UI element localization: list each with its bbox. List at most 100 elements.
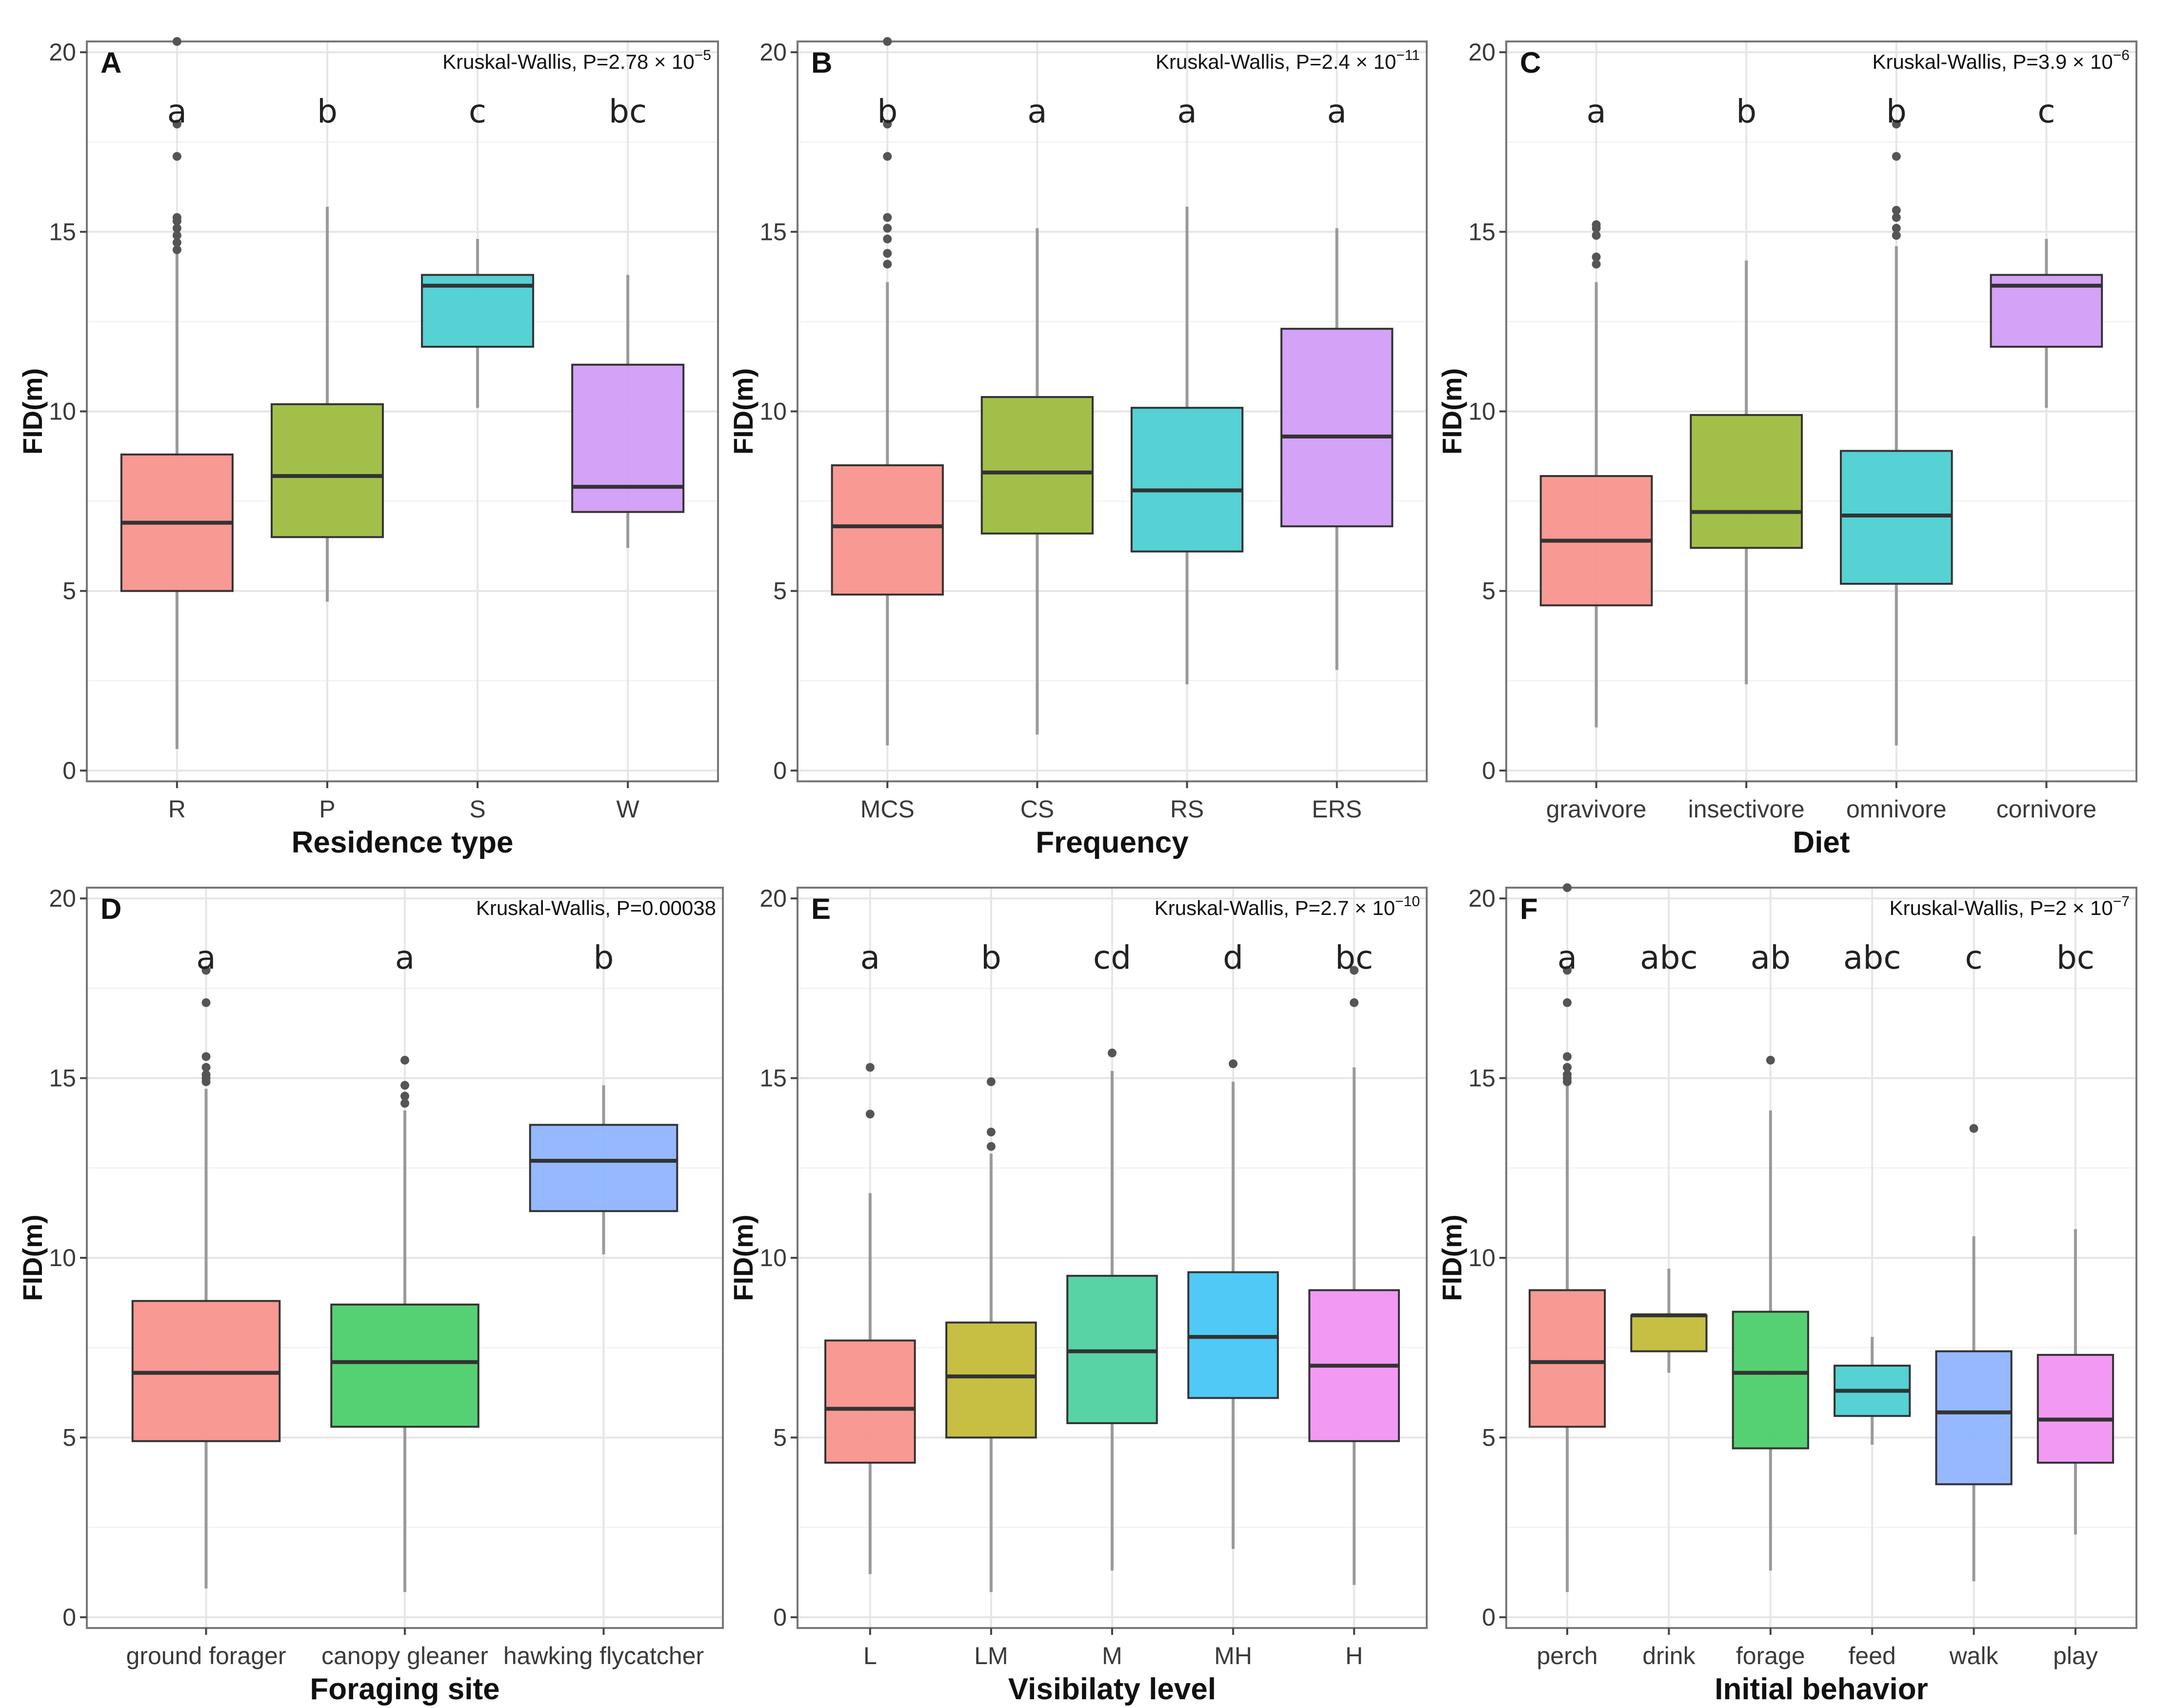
kruskal-wallis-label: Kruskal-Wallis, P=2.7 × 10−10 (1155, 894, 1420, 919)
y-tick-label: 0 (62, 1604, 76, 1631)
y-tick-label: 10 (759, 398, 787, 425)
iqr-box (270, 403, 384, 538)
outlier-point (1892, 119, 1901, 129)
y-tick-label: 5 (773, 577, 787, 605)
significance-letter: b (317, 93, 338, 130)
iqr-box (1935, 1350, 2013, 1486)
outlier-point (172, 223, 181, 233)
box-L (824, 1063, 916, 1574)
significance-letter: a (1586, 93, 1606, 130)
outlier-point (883, 235, 892, 244)
x-tick-label: M (1102, 1642, 1122, 1669)
box-gravivore (1539, 220, 1653, 728)
y-tick-label: 10 (49, 1244, 76, 1271)
box-MCS (831, 37, 944, 746)
y-tick-label: 0 (1482, 1604, 1496, 1631)
x-tick-label: hawking flycatcher (503, 1642, 704, 1669)
x-tick-label: CS (1020, 795, 1054, 823)
box-walk (1935, 1124, 2013, 1582)
box-M (1066, 1048, 1158, 1571)
box-RS (1130, 206, 1244, 685)
x-tick-label: P (319, 795, 335, 823)
iqr-box (945, 1321, 1037, 1439)
iqr-box (1630, 1314, 1708, 1352)
outlier-point (883, 223, 892, 233)
panel-A: 0 5 10 15 20 FID(m) A Kruskal-Wallis, P=2.78 × … (17, 37, 719, 859)
x-tick-label: walk (1949, 1642, 1999, 1669)
box-W (571, 275, 685, 548)
x-tick-label: LM (974, 1642, 1008, 1669)
outlier-point (1892, 152, 1901, 161)
outlier-point (172, 245, 181, 255)
y-tick-label: 20 (49, 39, 76, 66)
y-tick-label: 15 (49, 218, 76, 245)
y-tick-label: 10 (759, 1244, 787, 1271)
outlier-point (172, 231, 181, 240)
y-tick-label: 5 (1482, 577, 1496, 605)
y-tick-label: 10 (49, 398, 76, 425)
significance-letter: a (196, 939, 216, 976)
iqr-box (824, 1339, 916, 1464)
kruskal-wallis-text: Kruskal-Wallis, P=2.7 × 10 (1155, 896, 1395, 919)
y-tick-label: 15 (49, 1065, 76, 1092)
outlier-point (865, 1110, 875, 1119)
significance-letter: ab (1751, 939, 1791, 976)
significance-letter: d (1223, 939, 1243, 976)
kruskal-wallis-label: Kruskal-Wallis, P=2 × 10−7 (1889, 894, 2130, 919)
outlier-point (201, 1052, 211, 1061)
kruskal-wallis-text: Kruskal-Wallis, P=0.00038 (476, 896, 716, 919)
box-hawking-flycatcher (529, 1085, 678, 1254)
kruskal-wallis-label: Kruskal-Wallis, P=2.78 × 10−5 (442, 47, 711, 73)
kruskal-wallis-exponent: −11 (1396, 47, 1420, 63)
x-tick-label: ground forager (126, 1642, 286, 1669)
x-tick-label: MH (1214, 1642, 1252, 1669)
y-axis-title: FID(m) (17, 368, 48, 455)
outlier-point (201, 966, 211, 975)
outlier-point (201, 1063, 211, 1072)
x-tick-label: omnivore (1846, 795, 1947, 823)
panel-letter: B (811, 46, 832, 79)
outlier-point (1563, 883, 1572, 892)
y-tick-label: 0 (1482, 757, 1496, 784)
y-tick-label: 15 (1468, 218, 1496, 245)
y-tick-label: 0 (62, 757, 76, 784)
significance-letter: a (1327, 93, 1346, 130)
outlier-point (172, 119, 181, 129)
outlier-point (400, 1099, 409, 1108)
y-tick-label: 10 (1468, 398, 1496, 425)
box-canopy-gleaner (330, 1055, 479, 1592)
kruskal-wallis-label: Kruskal-Wallis, P=2.4 × 10−11 (1156, 47, 1420, 73)
box-cornivore (1990, 239, 2103, 408)
box-forage (1732, 1055, 1809, 1571)
box-ground-forager (131, 966, 281, 1589)
iqr-box (1130, 407, 1244, 553)
y-tick-label: 15 (1468, 1065, 1496, 1092)
y-tick-label: 20 (759, 39, 787, 66)
kruskal-wallis-text: Kruskal-Wallis, P=2.4 × 10 (1156, 50, 1396, 73)
iqr-box (1528, 1289, 1606, 1428)
y-tick-label: 5 (62, 577, 76, 605)
kruskal-wallis-label: Kruskal-Wallis, P=3.9 × 10−6 (1872, 47, 2130, 73)
outlier-point (883, 249, 892, 258)
x-tick-label: play (2053, 1642, 2098, 1669)
iqr-box (1732, 1311, 1809, 1450)
box-perch (1528, 883, 1606, 1592)
outlier-point (986, 1142, 996, 1151)
outlier-point (883, 213, 892, 222)
iqr-box (1690, 414, 1803, 549)
box-insectivore (1690, 260, 1803, 685)
box-ERS (1280, 228, 1394, 670)
outlier-point (1563, 998, 1572, 1007)
kruskal-wallis-exponent: −5 (695, 47, 711, 63)
y-tick-label: 0 (773, 1604, 787, 1631)
box-play (2036, 1229, 2114, 1535)
outlier-point (883, 119, 892, 129)
significance-letter: b (981, 939, 1001, 976)
significance-letter: cd (1093, 939, 1131, 976)
outlier-point (986, 1128, 996, 1137)
significance-letter: a (395, 939, 415, 976)
y-tick-label: 20 (759, 885, 787, 912)
kruskal-wallis-exponent: −7 (2113, 894, 2130, 910)
outlier-point (1892, 206, 1901, 215)
